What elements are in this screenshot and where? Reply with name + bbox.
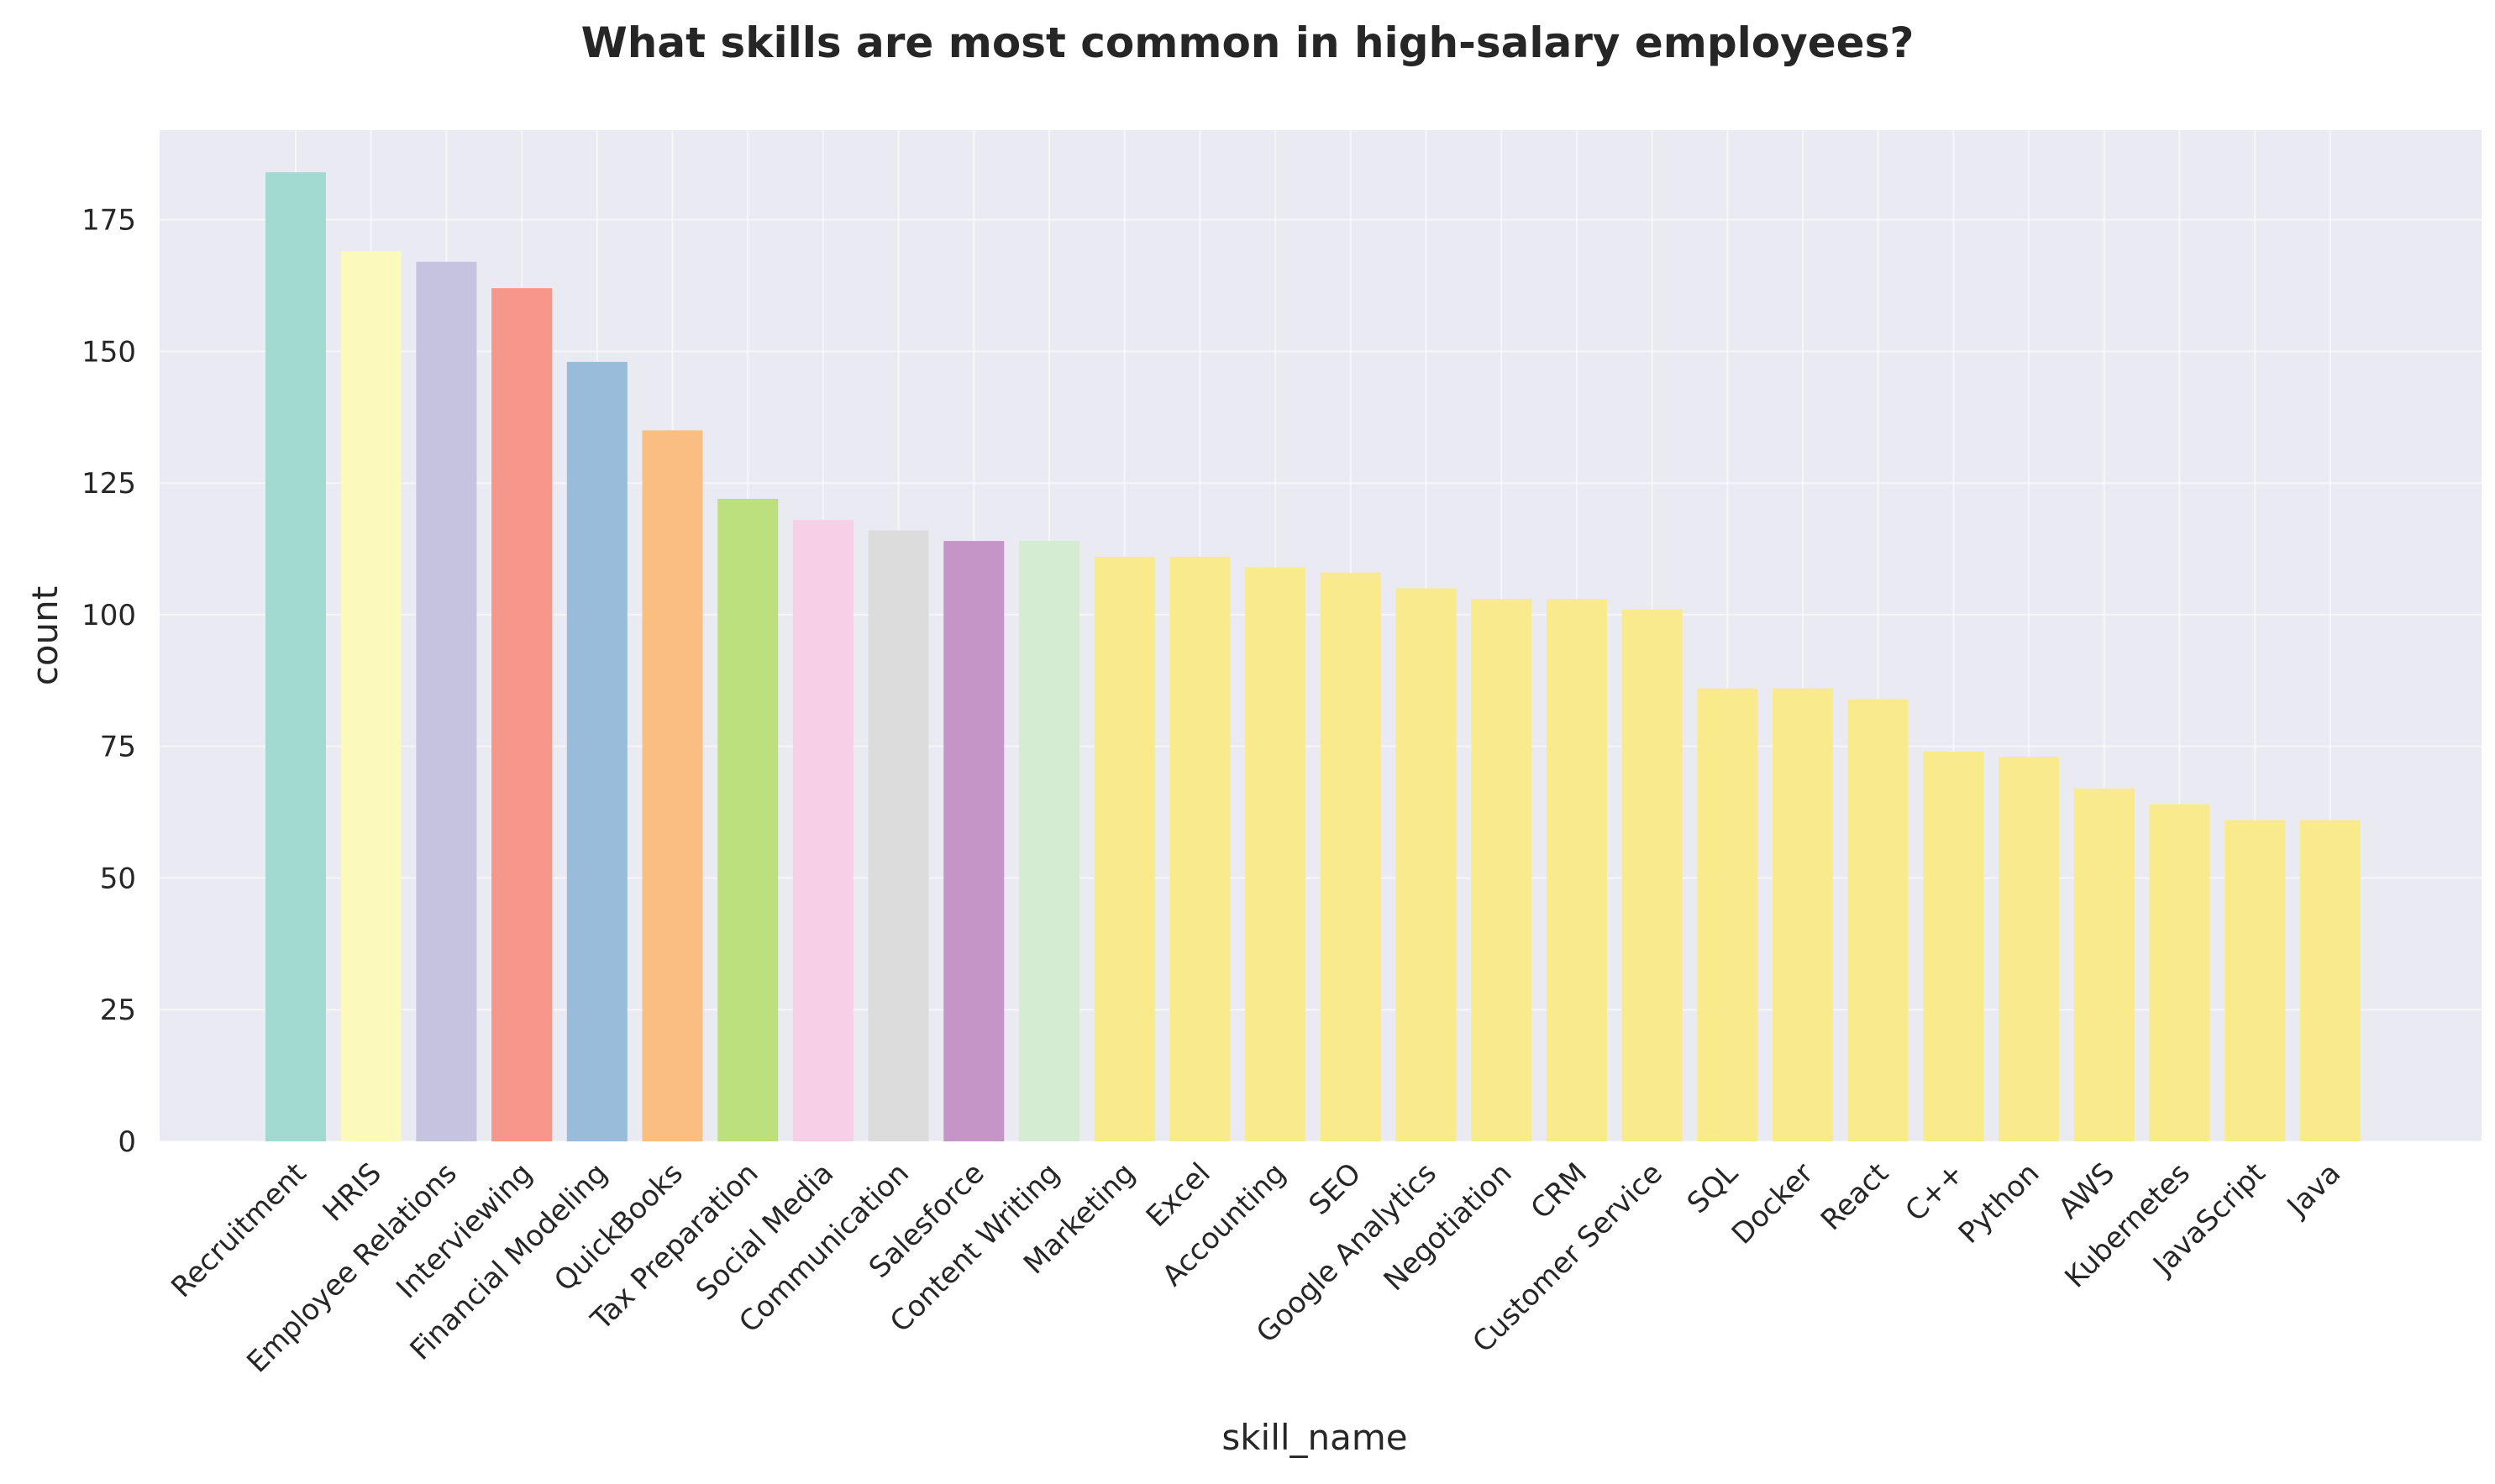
x-tick-label: Recruitment [165, 1156, 313, 1304]
bar-communication [868, 530, 929, 1141]
bar-docker [1773, 688, 1833, 1141]
x-tick-label: SEO [1303, 1156, 1368, 1222]
x-tick-label: AWS [2052, 1156, 2121, 1225]
y-tick-label: 75 [100, 731, 136, 764]
bar-c- [1923, 751, 1984, 1141]
x-tick-label: Java [2280, 1156, 2347, 1224]
bar-interviewing [491, 288, 553, 1141]
y-tick-labels: 0 25 50 75 100 125 150 175 [81, 204, 136, 1159]
bar-kubernetes [2149, 804, 2210, 1141]
x-tick-label: CRM [1525, 1156, 1594, 1226]
bar-financial-modeling [566, 361, 628, 1142]
bar-crm [1546, 599, 1607, 1141]
bar-react [1847, 699, 1909, 1141]
bar-content-writing [1019, 541, 1079, 1141]
y-tick-label: 100 [81, 599, 136, 632]
bar-tax-preparation [717, 498, 779, 1141]
x-tick-label: Python [1952, 1156, 2046, 1251]
bar-python [1999, 757, 2060, 1141]
bar-sql [1697, 688, 1758, 1141]
x-tick-label: HRIS [317, 1156, 388, 1228]
x-tick-label: C++ [1899, 1156, 1970, 1228]
bar-hris [340, 251, 402, 1142]
y-tick-label: 25 [100, 994, 136, 1027]
chart-title: What skills are most common in high-sala… [581, 18, 1915, 67]
y-axis-label: count [24, 586, 66, 686]
bar-recruitment [265, 172, 326, 1142]
bar-javascript [2224, 820, 2286, 1141]
bar-employee-relations [416, 261, 477, 1141]
bar-quickbooks [642, 430, 703, 1141]
y-tick-label: 150 [81, 335, 136, 369]
bar-java [2299, 820, 2361, 1141]
bar-excel [1169, 556, 1231, 1141]
bar-accounting [1245, 567, 1306, 1141]
x-tick-label: Docker [1725, 1156, 1820, 1251]
x-tick-label: SQL [1681, 1156, 1745, 1220]
bar-negotiation [1471, 599, 1532, 1141]
bar-seo [1320, 572, 1381, 1141]
bar-aws [2073, 788, 2135, 1141]
bar-google-analytics [1395, 588, 1457, 1141]
bar-marketing [1094, 556, 1155, 1141]
y-tick-label: 0 [118, 1125, 136, 1159]
x-tick-label: React [1815, 1156, 1895, 1237]
bars [265, 172, 2361, 1142]
x-axis-label: skill_name [1221, 1417, 1407, 1458]
y-tick-label: 50 [100, 862, 136, 895]
bar-customer-service [1621, 609, 1683, 1141]
bar-salesforce [943, 541, 1005, 1141]
y-tick-label: 125 [81, 467, 136, 501]
bar-social-media [792, 520, 854, 1141]
y-tick-label: 175 [81, 204, 136, 238]
